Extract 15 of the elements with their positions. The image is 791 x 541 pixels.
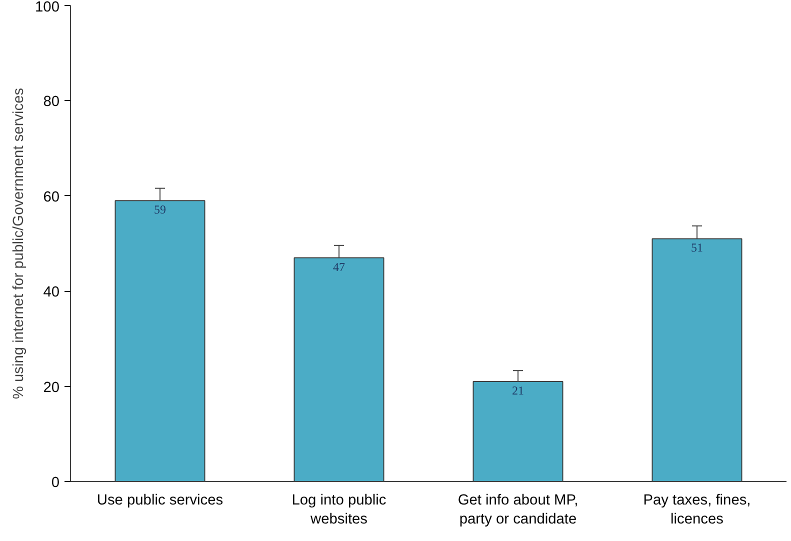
x-tick-label: Get info about MP, party or candidate — [458, 492, 578, 528]
y-axis-title: % using internet for public/Government services — [11, 88, 28, 400]
data-label: 59 — [154, 202, 166, 217]
y-tick-label: 20 — [43, 380, 60, 396]
x-tick-label: Log into public websites — [292, 492, 386, 528]
y-tick-label: 100 — [35, 0, 60, 16]
data-label: 47 — [333, 260, 345, 274]
data-label: 21 — [512, 384, 524, 398]
x-tick-label: Pay taxes, fines, licences — [643, 492, 751, 528]
y-tick-label: 0 — [51, 475, 60, 491]
y-tick-label: 80 — [43, 94, 60, 110]
y-tick-label: 60 — [43, 189, 60, 206]
x-tick-label: Use public services — [96, 492, 224, 508]
y-tick-label: 40 — [43, 284, 60, 301]
data-label: 51 — [691, 240, 703, 255]
